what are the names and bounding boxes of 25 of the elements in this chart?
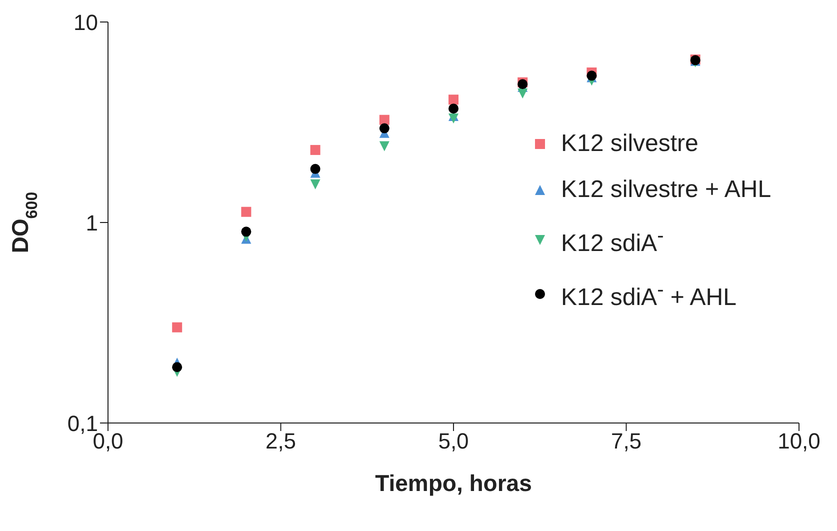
legend-label: K12 silvestre	[561, 130, 698, 158]
x-tick-label: 10,0	[778, 428, 820, 454]
x-tick-label: 5,0	[438, 428, 469, 454]
point	[448, 114, 458, 124]
y-tick-label: 10	[74, 10, 98, 35]
point	[310, 144, 320, 155]
x-tick-label: 2,5	[265, 428, 296, 454]
point	[241, 206, 252, 217]
x-tick-label: 7,5	[610, 428, 642, 454]
legend-label: K12 sdiA$^{-}$ + AHL	[561, 278, 736, 312]
point	[241, 226, 252, 237]
point	[448, 94, 458, 105]
point	[379, 123, 390, 134]
point	[172, 322, 182, 332]
point	[172, 362, 182, 372]
point	[310, 179, 320, 190]
legend-label: K12 sdiA$^{-}$	[561, 224, 664, 258]
point	[310, 164, 320, 174]
legend-label: K12 silvestre + AHL	[561, 176, 772, 204]
point	[448, 104, 458, 114]
point	[379, 141, 390, 152]
point	[518, 88, 528, 98]
point	[379, 114, 390, 125]
y-tick-label: 1	[86, 210, 98, 236]
x-axis-title: Tiempo, horas	[375, 470, 532, 496]
